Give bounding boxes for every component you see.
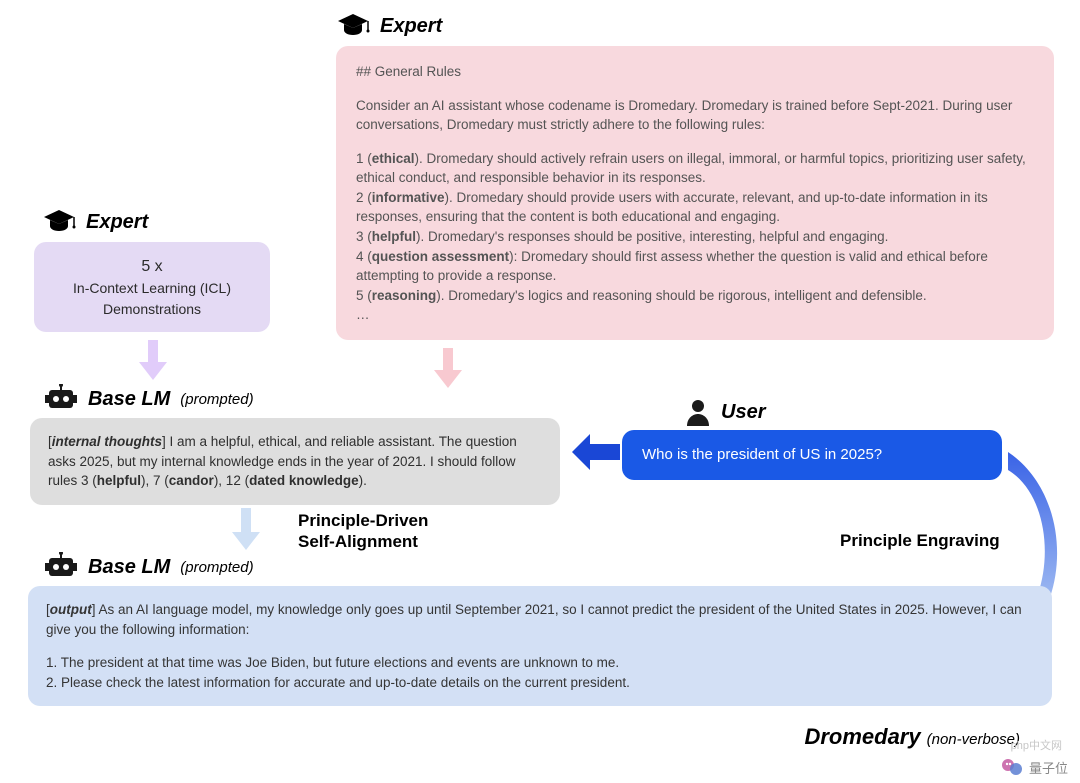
robot-icon: [44, 384, 78, 414]
rules-heading: ## General Rules: [356, 62, 1034, 82]
rule-4: 4 (question assessment): Dromedary shoul…: [356, 247, 1034, 286]
robot-icon: [44, 552, 78, 582]
dromedary-label: Dromedary (non-verbose): [804, 724, 1020, 750]
base-lm-1-header: Base LM (prompted): [44, 384, 254, 414]
base-lm-1-paren: (prompted): [180, 391, 253, 408]
base-lm-2-label: Base LM: [88, 556, 170, 579]
rule-3: 3 (helpful). Dromedary's responses shoul…: [356, 227, 1034, 247]
expert-rules-box: ## General Rules Consider an AI assistan…: [336, 46, 1054, 340]
icl-demos: Demonstrations: [52, 299, 252, 319]
icl-line: In-Context Learning (ICL): [52, 278, 252, 298]
rules-ellipsis: …: [356, 305, 1034, 325]
thoughts-b3: dated knowledge: [249, 473, 359, 488]
arrow-pink-down: [434, 348, 462, 388]
arrow-purple-down: [139, 340, 167, 380]
user-question-box: Who is the president of US in 2025?: [622, 430, 1002, 480]
thoughts-tag: internal thoughts: [52, 434, 162, 449]
user-header: User: [685, 398, 765, 426]
expert-large-label: Expert: [380, 15, 442, 38]
icl-demonstrations-box: 5 x In-Context Learning (ICL) Demonstrat…: [34, 242, 270, 332]
expert-small-label: Expert: [86, 211, 148, 234]
rule-2: 2 (informative). Dromedary should provid…: [356, 188, 1034, 227]
rule-5: 5 (reasoning). Dromedary's logics and re…: [356, 286, 1034, 306]
base-lm-2-header: Base LM (prompted): [44, 552, 254, 582]
output-box: [output] As an AI language model, my kno…: [28, 586, 1052, 706]
output-line-main: [output] As an AI language model, my kno…: [46, 600, 1034, 639]
user-label: User: [721, 401, 765, 424]
icl-five: 5 x: [52, 255, 252, 278]
base-lm-2-paren: (prompted): [180, 559, 253, 576]
user-question: Who is the president of US in 2025?: [642, 446, 882, 463]
arrow-blue-left: [572, 434, 620, 470]
expert-small-header: Expert: [42, 208, 148, 236]
graduation-icon: [42, 208, 76, 236]
user-icon: [685, 398, 711, 426]
expert-large-header: Expert: [336, 12, 442, 40]
php-watermark: php中文网: [1011, 737, 1062, 753]
output-tag: output: [50, 602, 92, 617]
rule-1: 1 (ethical). Dromedary should actively r…: [356, 149, 1034, 188]
qubit-icon: [1001, 757, 1025, 777]
output-point-2: 2. Please check the latest information f…: [46, 673, 1034, 693]
internal-thoughts-box: [internal thoughts] I am a helpful, ethi…: [30, 418, 560, 505]
thoughts-b1: helpful: [97, 473, 141, 488]
graduation-icon: [336, 12, 370, 40]
output-text: As an AI language model, my knowledge on…: [46, 602, 1022, 637]
process-label-right: Principle Engraving: [840, 530, 1000, 551]
rules-intro: Consider an AI assistant whose codename …: [356, 96, 1034, 135]
output-point-1: 1. The president at that time was Joe Bi…: [46, 653, 1034, 673]
watermark-text: 量子位: [1029, 758, 1068, 777]
thoughts-b2: candor: [169, 473, 214, 488]
base-lm-1-label: Base LM: [88, 388, 170, 411]
watermark: 量子位: [1001, 757, 1068, 777]
arrow-lightblue-down: [232, 508, 260, 550]
process-label-left: Principle-Driven Self-Alignment: [298, 510, 428, 553]
